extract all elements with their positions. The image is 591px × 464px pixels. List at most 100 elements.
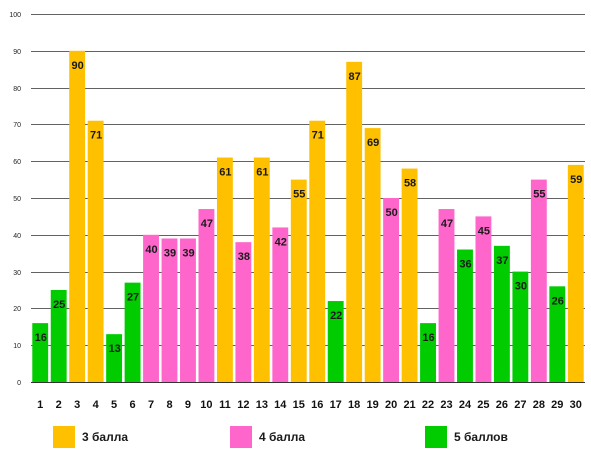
y-tick-label: 80 bbox=[13, 86, 21, 93]
bar bbox=[475, 216, 492, 382]
value-label: 50 bbox=[385, 207, 397, 219]
value-label: 69 bbox=[367, 137, 379, 149]
value-label: 13 bbox=[108, 343, 120, 355]
x-tick-label: 22 bbox=[422, 399, 434, 411]
bar bbox=[383, 198, 400, 382]
legend-swatch bbox=[425, 426, 447, 448]
bar bbox=[493, 245, 510, 382]
bar bbox=[69, 50, 86, 383]
value-label: 87 bbox=[349, 71, 361, 83]
y-tick-label: 20 bbox=[13, 306, 21, 313]
x-tick-label: 20 bbox=[385, 399, 397, 411]
x-tick-label: 8 bbox=[166, 399, 172, 411]
value-label: 58 bbox=[404, 178, 416, 190]
y-tick-label: 70 bbox=[13, 122, 21, 129]
bar bbox=[364, 128, 381, 382]
x-tick-label: 29 bbox=[551, 399, 563, 411]
value-label: 71 bbox=[90, 130, 102, 142]
bar bbox=[420, 323, 436, 382]
x-tick-label: 3 bbox=[74, 399, 80, 411]
gridlines bbox=[31, 14, 585, 346]
bar bbox=[272, 227, 289, 382]
x-tick-label: 27 bbox=[514, 399, 526, 411]
x-tick-label: 21 bbox=[403, 399, 415, 411]
value-label: 61 bbox=[256, 167, 268, 179]
legend: 3 балла 4 балла 5 баллов bbox=[53, 426, 508, 448]
value-labels: 16 25 90 71 13 27 40 39 39 47 61 38 61 42 55 71 22 87 69 50… bbox=[35, 60, 583, 355]
x-tick-label: 18 bbox=[348, 399, 360, 411]
y-tick-label: 60 bbox=[13, 159, 21, 166]
y-tick-label: 90 bbox=[13, 49, 21, 56]
bar bbox=[438, 209, 455, 382]
value-label: 36 bbox=[459, 259, 471, 271]
x-tick-label: 15 bbox=[293, 399, 305, 411]
legend-swatch bbox=[53, 426, 75, 448]
bar bbox=[143, 234, 159, 382]
value-label: 45 bbox=[478, 225, 490, 237]
bar bbox=[457, 249, 473, 382]
value-label: 90 bbox=[72, 60, 84, 72]
value-label: 59 bbox=[570, 174, 582, 186]
legend-label: 4 балла bbox=[259, 430, 305, 444]
value-label: 25 bbox=[53, 299, 65, 311]
bar bbox=[530, 179, 547, 382]
x-tick-label: 19 bbox=[367, 399, 379, 411]
bars bbox=[32, 50, 584, 383]
y-tick-label: 10 bbox=[13, 343, 21, 350]
value-label: 47 bbox=[441, 218, 453, 230]
x-tick-label: 25 bbox=[477, 399, 489, 411]
bar bbox=[124, 282, 141, 382]
x-tick-label: 6 bbox=[130, 399, 136, 411]
x-tick-label: 7 bbox=[148, 399, 154, 411]
x-tick-label: 28 bbox=[533, 399, 545, 411]
bar bbox=[401, 168, 418, 382]
bar bbox=[327, 301, 344, 382]
y-tick-label: 0 bbox=[17, 380, 21, 387]
bar bbox=[106, 334, 123, 382]
bar bbox=[161, 238, 178, 382]
x-tick-label: 2 bbox=[56, 399, 62, 411]
value-label: 39 bbox=[164, 247, 176, 259]
y-tick-label: 50 bbox=[13, 196, 21, 203]
value-label: 42 bbox=[275, 236, 287, 248]
x-tick-label: 24 bbox=[459, 399, 472, 411]
x-tick-label: 30 bbox=[570, 399, 582, 411]
value-label: 55 bbox=[533, 189, 545, 201]
y-tick-label: 30 bbox=[13, 270, 21, 277]
x-tick-label: 26 bbox=[496, 399, 508, 411]
legend-swatch bbox=[230, 426, 252, 448]
bar bbox=[198, 209, 215, 382]
bar bbox=[290, 179, 307, 382]
bar bbox=[309, 120, 326, 382]
bar bbox=[346, 61, 363, 383]
value-label: 30 bbox=[515, 281, 527, 293]
bar bbox=[32, 323, 49, 382]
value-label: 55 bbox=[293, 189, 305, 201]
legend-label: 3 балла bbox=[82, 430, 128, 444]
value-label: 37 bbox=[496, 255, 508, 267]
y-axis-ticks: 0 10 20 30 40 50 60 70 80 90 100 bbox=[9, 12, 21, 387]
bar bbox=[87, 120, 104, 382]
x-tick-label: 1 bbox=[37, 399, 43, 411]
value-label: 26 bbox=[552, 295, 564, 307]
x-tick-label: 10 bbox=[200, 399, 212, 411]
value-label: 27 bbox=[127, 292, 139, 304]
bar bbox=[180, 238, 196, 382]
x-tick-label: 13 bbox=[256, 399, 268, 411]
value-label: 16 bbox=[422, 332, 434, 344]
value-label: 47 bbox=[201, 218, 213, 230]
bar bbox=[549, 286, 566, 382]
y-tick-label: 40 bbox=[13, 233, 21, 240]
x-tick-label: 4 bbox=[93, 399, 100, 411]
bar bbox=[567, 164, 584, 382]
value-label: 39 bbox=[182, 247, 194, 259]
x-tick-label: 14 bbox=[274, 399, 287, 411]
value-label: 61 bbox=[219, 167, 231, 179]
x-tick-label: 9 bbox=[185, 399, 191, 411]
bar bbox=[512, 271, 529, 382]
bar bbox=[253, 157, 270, 382]
bar bbox=[216, 157, 233, 382]
bar bbox=[50, 290, 67, 382]
y-tick-label: 100 bbox=[9, 12, 21, 19]
